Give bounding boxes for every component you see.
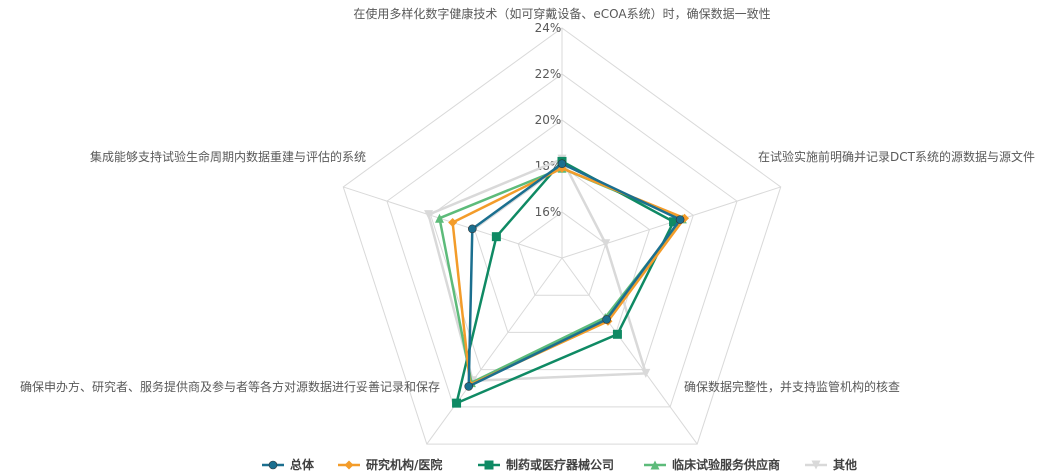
data-point [669,217,679,227]
legend: 总体 研究机构/医院 制药或医疗器械公司 临床试验服务供应商 其他 [262,457,857,472]
tick-label: 22% [535,67,562,81]
legend-label: 研究机构/医院 [366,457,442,472]
legend-item: 总体 [262,457,315,472]
data-point [601,239,611,249]
data-point [491,232,501,242]
grid-ring [473,165,651,333]
series-line [427,157,648,383]
axis-label: 在使用多样化数字健康技术（如可穿戴设备、eCOA系统）时，确保数据一致性 [353,6,770,21]
legend-label: 其他 [833,457,857,472]
data-point [811,460,821,470]
tick-label: 20% [535,113,562,127]
data-point [468,224,477,234]
data-point [484,460,494,470]
data-point [612,329,622,339]
data-point [424,210,434,220]
data-point [452,398,462,408]
series-0 [464,159,685,391]
data-point [344,460,354,470]
grid-ring [386,73,738,408]
tick-label: 16% [535,205,562,219]
data-point [650,460,660,470]
legend-item: 制药或医疗器械公司 [478,457,614,472]
legend-label: 制药或医疗器械公司 [506,457,614,472]
grid-spoke [426,257,563,445]
axis-label: 集成能够支持试验生命周期内数据重建与评估的系统 [90,149,366,164]
grid-ring [430,119,694,371]
data-point [602,315,611,324]
data-point [268,460,278,470]
data-point [435,213,445,223]
tick-label: 24% [535,21,562,35]
data-point [448,217,458,227]
axis-label: 在试验实施前明确并记录DCT系统的源数据与源文件 [758,149,1035,164]
data-point [464,382,474,391]
axis-label: 确保申办方、研究者、服务提供商及参与者等各方对源数据进行妥善记录和保存 [20,379,440,394]
series-line [454,159,676,406]
legend-item: 其他 [805,457,857,472]
legend-label: 总体 [290,457,315,472]
radar-series [424,154,689,408]
data-point [641,368,651,378]
grid-ring [517,211,607,296]
data-point [557,159,567,168]
axis-labels: 在使用多样化数字健康技术（如可穿戴设备、eCOA系统）时，确保数据一致性在试验实… [20,6,1035,394]
axis-label: 确保数据完整性，并支持监管机构的核查 [684,379,900,394]
legend-label: 临床试验服务供应商 [672,457,780,472]
series-line [467,162,683,389]
grid-spoke [561,257,698,445]
legend-item: 临床试验服务供应商 [644,457,780,472]
data-point [675,215,685,224]
grid-ring [342,27,782,445]
legend-item: 研究机构/医院 [338,457,442,472]
